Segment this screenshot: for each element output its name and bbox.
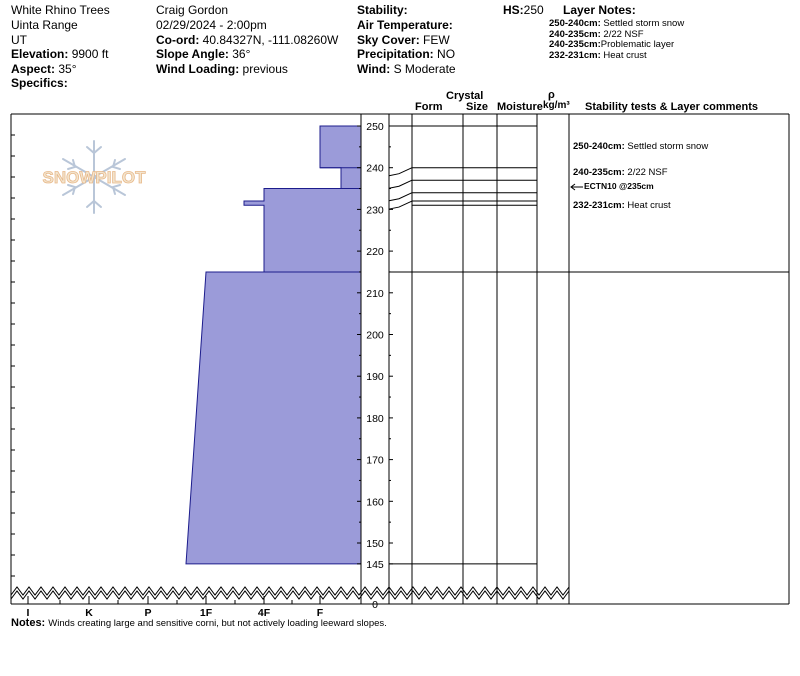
depth-tick-label: 220 [366, 246, 384, 258]
depth-tick-label: 145 [366, 559, 384, 571]
density-symbol: ρ [548, 89, 555, 101]
slope-label: Slope Angle: [156, 47, 229, 61]
stability-label: Stability: [357, 3, 408, 17]
layer-note-range: 240-235cm: [549, 29, 601, 40]
state: UT [11, 33, 27, 47]
slope-value: 36° [232, 47, 251, 61]
hardness-tick-label: P [144, 607, 151, 619]
hs-label: HS: [503, 3, 524, 17]
wind: Wind: S Moderate [357, 62, 456, 76]
snowpilot-logo: SNOWPILOT [42, 140, 147, 214]
hardness-tick-label: K [85, 607, 93, 619]
layer-note-text: Heat crust [603, 50, 647, 61]
layer-comment: 240-235cm: 2/22 NSF [573, 167, 668, 178]
wind-value: S Moderate [393, 62, 456, 76]
hardness-tick-label: I [27, 607, 30, 619]
snow-height: HS:250 [503, 3, 544, 17]
comments-header: Stability tests & Layer comments [585, 101, 759, 113]
layer-note-text: 2/22 NSF [603, 29, 644, 40]
layer-comment: ECTN10 @235cm [584, 181, 654, 191]
observer: Craig Gordon [156, 3, 229, 17]
layer-connector [388, 192, 413, 202]
layer-comment-range: 250-240cm: [573, 141, 627, 152]
layer-comment: 250-240cm: Settled storm snow [573, 141, 708, 152]
layer-comment-text: 2/22 NSF [627, 167, 667, 178]
depth-tick-label: 150 [366, 538, 384, 550]
layer-note-range: 250-240cm: [549, 18, 601, 29]
hardness-tick-label: 1F [200, 607, 213, 619]
layer-connector [388, 167, 413, 177]
density-unit: kg/m³ [543, 100, 570, 111]
specifics-label: Specifics: [11, 76, 68, 90]
layer-connector [388, 179, 413, 189]
size-header: Size [466, 101, 489, 113]
depth-tick-label: 230 [366, 204, 384, 216]
logo-text: SNOWPILOT [43, 168, 147, 187]
layer-notes-label: Layer Notes: [563, 3, 636, 17]
elevation-label: Elevation: [11, 47, 69, 61]
form-header: Form [415, 101, 443, 113]
layer-comment-text: Settled storm snow [627, 141, 708, 152]
air-temp-label: Air Temperature: [357, 18, 453, 32]
wind-loading-value: previous [242, 62, 288, 76]
notes: Notes: Winds creating large and sensitiv… [11, 616, 387, 631]
wind-loading-label: Wind Loading: [156, 62, 240, 76]
crystal-header: Crystal [446, 90, 484, 102]
coord-label: Co-ord: [156, 33, 200, 47]
layer-comment-text: Heat crust [627, 200, 671, 211]
notes-label: Notes: [11, 617, 46, 629]
layer-note-range: 232-231cm: [549, 50, 601, 61]
datetime: 02/29/2024 - 2:00pm [156, 18, 267, 32]
aspect: Aspect: 35° [11, 62, 77, 76]
wind-loading: Wind Loading: previous [156, 62, 288, 76]
precip-value: NO [437, 47, 456, 61]
hardness-tick-label: 4F [258, 607, 271, 619]
wind-label: Wind: [357, 62, 391, 76]
layer-note-text: Problematic layer [600, 39, 675, 50]
layer-note: 250-240cm: Settled storm snow [549, 18, 684, 29]
coordinates: Co-ord: 40.84327N, -111.08260W [156, 33, 338, 47]
depth-tick-label: 210 [366, 288, 384, 300]
layer-comment-range: 232-231cm: [573, 200, 627, 211]
sky-label: Sky Cover: [357, 33, 420, 47]
layer-note-range: 240-235cm: [549, 39, 601, 50]
elevation-value: 9900 ft [71, 47, 109, 61]
sky-cover: Sky Cover: FEW [357, 33, 450, 47]
precipitation: Precipitation: NO [357, 47, 455, 61]
depth-tick-label: 250 [366, 121, 384, 133]
precip-label: Precipitation: [357, 47, 434, 61]
depth-break-line [10, 590, 570, 600]
stability-test-arrow-head [570, 183, 576, 191]
depth-tick-label: 190 [366, 371, 384, 383]
mountain-range: Uinta Range [11, 18, 78, 32]
layer-note-text: Settled storm snow [603, 18, 685, 29]
slope-angle: Slope Angle: 36° [156, 47, 250, 61]
layer-comment: 232-231cm: Heat crust [573, 200, 671, 211]
depth-tick-label: 170 [366, 455, 384, 467]
layer-connector [388, 200, 413, 210]
aspect-label: Aspect: [11, 62, 56, 76]
depth-tick-label: 200 [366, 330, 384, 342]
aspect-value: 35° [58, 62, 77, 76]
layer-comment-range: 240-235cm: [573, 167, 627, 178]
layer-note: 240-235cm: 2/22 NSF [549, 29, 644, 40]
moisture-header: Moisture [497, 101, 543, 113]
layer-note: 240-235cm:Problematic layer [549, 39, 674, 50]
sky-value: FEW [423, 33, 450, 47]
depth-tick-label: 240 [366, 163, 384, 175]
elevation: Elevation: 9900 ft [11, 47, 108, 61]
coord-value: 40.84327N, -111.08260W [202, 33, 339, 47]
hardness-tick-label: F [317, 607, 324, 619]
hardness-profile [185, 125, 362, 565]
hs-value: 250 [523, 3, 544, 17]
depth-tick-label: 0 [372, 599, 378, 611]
location-name: White Rhino Trees [11, 3, 110, 17]
layer-note: 232-231cm: Heat crust [549, 50, 647, 61]
depth-tick-label: 180 [366, 413, 384, 425]
notes-text: Winds creating large and sensitive corni… [48, 618, 387, 629]
depth-break-line [10, 586, 570, 596]
depth-tick-label: 160 [366, 496, 384, 508]
